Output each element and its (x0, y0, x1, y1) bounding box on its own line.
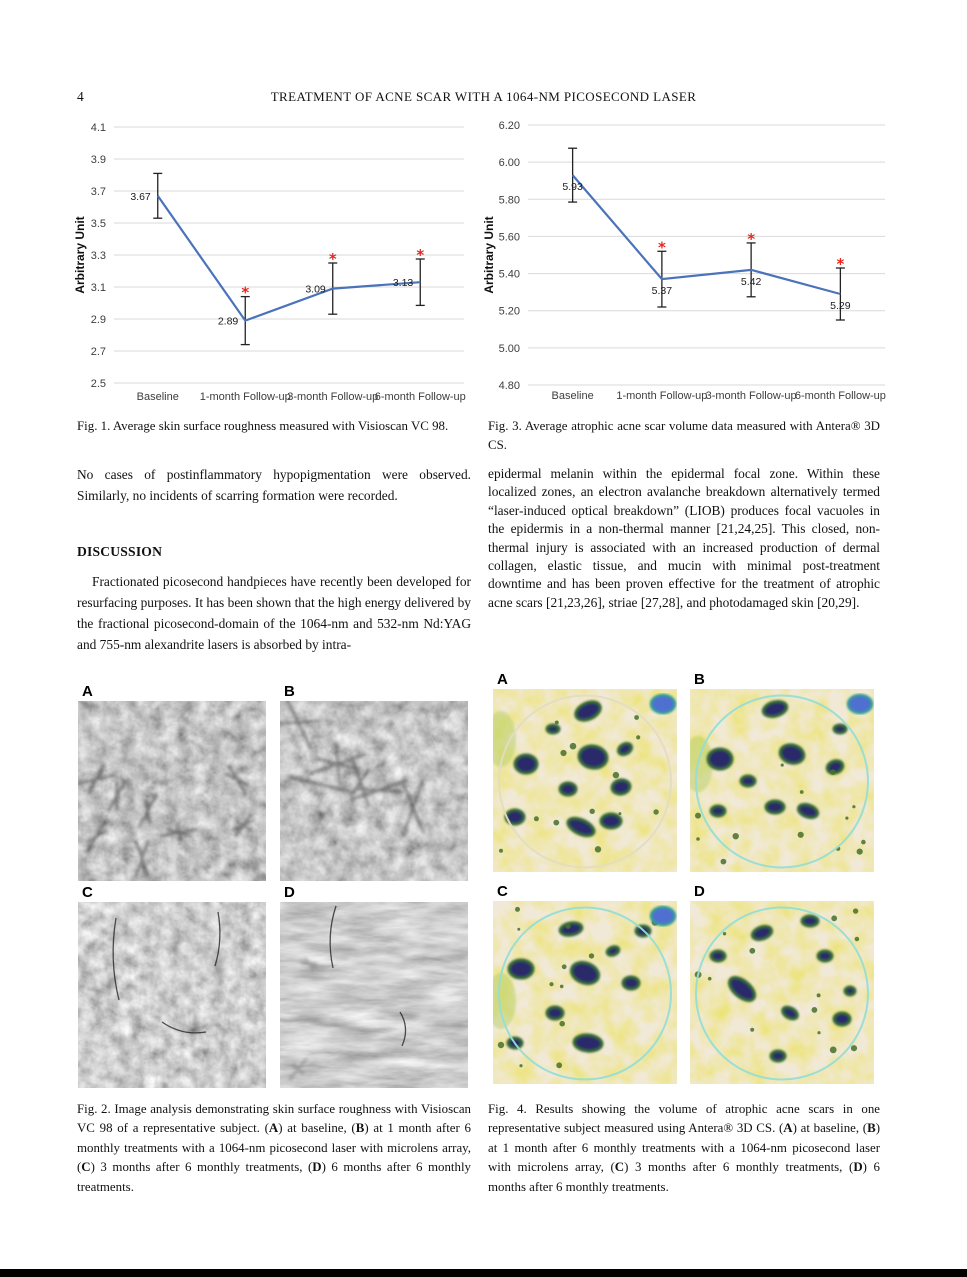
panel-letter-label: A (497, 671, 508, 688)
body-paragraph: epidermal melanin within the epidermal f… (488, 466, 880, 610)
discussion-heading: DISCUSSION (77, 544, 163, 559)
y-tick-labels: 4.80 5.00 5.20 5.40 5.60 5.80 6.00 6.20 (499, 120, 520, 392)
fig4-panel-a: A (493, 672, 677, 872)
svg-text:*: * (241, 284, 249, 302)
panel-letter-label: B (694, 671, 705, 688)
fig4-panel-c: C (493, 884, 677, 1084)
svg-text:2.7: 2.7 (91, 346, 106, 358)
skin-texture-photo (78, 902, 266, 1088)
panel-letter-label: C (82, 884, 93, 901)
svg-text:5.00: 5.00 (499, 343, 520, 355)
svg-text:6.20: 6.20 (499, 120, 520, 132)
y-axis-title: Arbitrary Unit (482, 216, 496, 293)
svg-text:5.20: 5.20 (499, 306, 520, 318)
fig2-panel-a: A (78, 684, 266, 881)
significance-asterisks: * * * (658, 230, 845, 273)
svg-text:5.60: 5.60 (499, 231, 520, 243)
fig4-image-grid: A B C D (493, 672, 874, 1084)
error-bars (568, 147, 845, 321)
y-tick-labels: 2.5 2.7 2.9 3.1 3.3 3.5 3.7 3.9 4.1 (91, 122, 106, 390)
fig4-panel-d: D (690, 884, 874, 1084)
svg-text:2.5: 2.5 (91, 378, 106, 390)
svg-text:3-month Follow-up: 3-month Follow-up (706, 390, 797, 402)
svg-text:5.93: 5.93 (562, 181, 583, 193)
svg-text:3.1: 3.1 (91, 282, 106, 294)
svg-text:6-month Follow-up: 6-month Follow-up (795, 390, 886, 402)
antera-3d-colormap-photo (493, 689, 677, 872)
data-series-line (156, 195, 421, 322)
fig3-caption: Fig. 3. Average atrophic acne scar volum… (488, 419, 880, 453)
fig2-panel-b: B (280, 684, 468, 881)
svg-text:3.13: 3.13 (393, 277, 414, 289)
svg-text:*: * (416, 246, 424, 264)
skin-texture-photo (280, 701, 468, 881)
fig1-line-chart: 2.52.72.93.13.33.53.73.94.13.672.893.093… (73, 122, 466, 403)
data-point-labels: 5.93 5.37 5.42 5.29 (562, 181, 850, 312)
svg-text:*: * (329, 250, 337, 268)
svg-text:6.00: 6.00 (499, 157, 520, 169)
svg-text:3.09: 3.09 (305, 284, 326, 296)
svg-text:5.40: 5.40 (499, 269, 520, 281)
body-paragraph: Fractionated picosecond handpieces have … (77, 574, 471, 652)
svg-text:5.42: 5.42 (741, 276, 762, 288)
svg-text:5.80: 5.80 (499, 194, 520, 206)
panel-letter-label: C (497, 883, 508, 900)
fig4-caption: Fig. 4. Results showing the volume of at… (488, 1102, 880, 1194)
svg-text:4.80: 4.80 (499, 380, 520, 392)
gridlines (528, 124, 885, 386)
fig3-line-chart: 4.80 5.00 5.20 5.40 5.60 5.80 6.00 6.20 5.93 5.37… (482, 120, 886, 402)
panel-letter-label: D (284, 884, 295, 901)
running-title: TREATMENT OF ACNE SCAR WITH A 1064-NM PI… (270, 89, 697, 104)
fig2-panel-c: C (78, 885, 266, 1088)
svg-text:3.5: 3.5 (91, 218, 106, 230)
fig4-panel-b: B (690, 672, 874, 872)
svg-text:*: * (747, 230, 755, 248)
svg-text:4.1: 4.1 (91, 122, 106, 134)
svg-text:Baseline: Baseline (137, 391, 179, 403)
svg-text:1-month Follow-up: 1-month Follow-up (200, 391, 291, 403)
svg-text:3.9: 3.9 (91, 154, 106, 166)
gridlines (114, 126, 464, 384)
page-number: 4 (77, 89, 84, 104)
svg-text:2.89: 2.89 (218, 316, 239, 328)
data-point-labels: 3.67 2.89 3.09 3.13 (130, 191, 413, 328)
svg-text:5.37: 5.37 (652, 285, 673, 297)
panel-letter-label: A (82, 683, 93, 700)
svg-text:Baseline: Baseline (552, 390, 594, 402)
x-category-labels: Baseline 1-month Follow-up3-month Follow-… (137, 391, 466, 403)
panel-letter-label: D (694, 883, 705, 900)
svg-text:3.3: 3.3 (91, 250, 106, 262)
svg-text:5.29: 5.29 (830, 300, 851, 312)
svg-text:*: * (836, 255, 844, 273)
page-bottom-rule (0, 1269, 967, 1277)
skin-texture-photo (280, 902, 468, 1088)
svg-text:2.9: 2.9 (91, 314, 106, 326)
antera-3d-colormap-photo (690, 901, 874, 1084)
fig2-caption: Fig. 2. Image analysis demonstrating ski… (77, 1102, 471, 1194)
antera-3d-colormap-photo (690, 689, 874, 872)
svg-text:3.7: 3.7 (91, 186, 106, 198)
fig1-caption: Fig. 1. Average skin surface roughness m… (77, 419, 449, 433)
fig2-image-grid: A B C D (78, 684, 468, 1088)
significance-asterisks: * * * (241, 246, 424, 302)
antera-3d-colormap-photo (493, 901, 677, 1084)
data-series-line (571, 174, 841, 296)
x-category-labels: Baseline 1-month Follow-up3-month Follow-… (552, 390, 886, 402)
skin-texture-photo (78, 701, 266, 881)
svg-text:3-month Follow-up: 3-month Follow-up (287, 391, 378, 403)
svg-text:1-month Follow-up: 1-month Follow-up (616, 390, 707, 402)
body-paragraph: No cases of postinflammatory hypopigment… (77, 467, 471, 503)
y-axis-title: Arbitrary Unit (73, 216, 87, 293)
svg-text:3.67: 3.67 (130, 191, 151, 203)
svg-text:6-month Follow-up: 6-month Follow-up (375, 391, 466, 403)
fig2-panel-d: D (280, 885, 468, 1088)
panel-letter-label: B (284, 683, 295, 700)
svg-text:*: * (658, 238, 666, 256)
